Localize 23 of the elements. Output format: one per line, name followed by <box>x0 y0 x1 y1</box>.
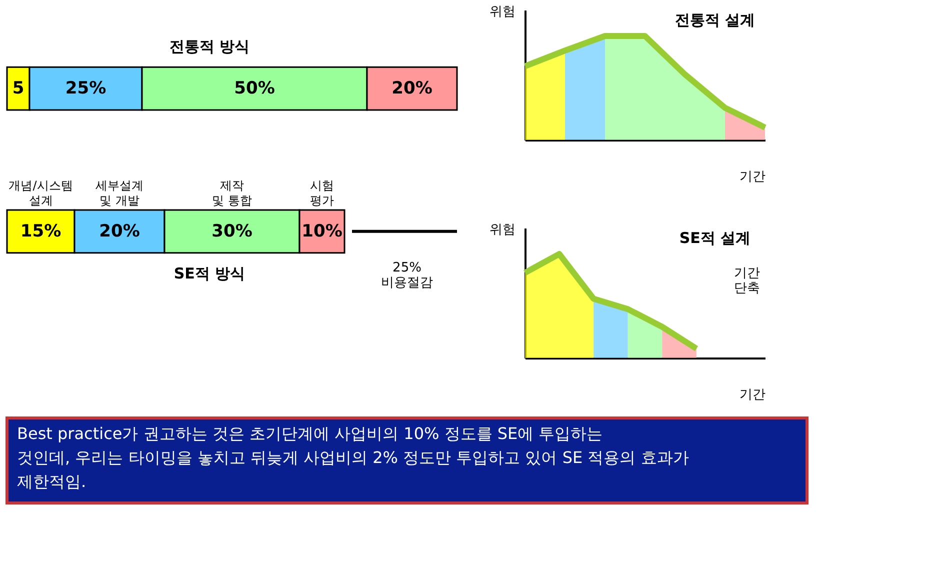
y-tick-label: SE적 방식 <box>174 264 246 282</box>
data-label: 20% <box>392 78 432 99</box>
y-tick-label: 전통적 방식 <box>169 38 250 56</box>
y-axis-title: 위험 <box>490 222 516 238</box>
x-axis-title: 기간 <box>740 388 766 402</box>
text: Best practice가 권고하는 것은 초기단계에 사업비의 10% 정도를 SE에 투입하는 것인데, 우리는 타이밍을 놓치고 뒤늦게 사업비의 2% 정도만 투입하고 있어 SE 적용의 효과가 제한적임. <box>17 424 689 491</box>
data-label: 50% <box>234 78 275 99</box>
series-label: 세부설계 및 개발 <box>96 178 144 208</box>
data-label: 15% <box>20 221 62 242</box>
chart-title: 전통적 설계 <box>674 11 756 29</box>
data-label: 5 <box>12 78 24 99</box>
x-axis-title: 기간 <box>740 170 766 184</box>
chart-title: SE적 설계 <box>679 229 751 247</box>
annotation: 25% 비용절감 <box>381 260 433 290</box>
series-label: 개념/시스템 설계 <box>8 178 73 208</box>
y-axis-title: 위험 <box>490 4 516 20</box>
data-label: 10% <box>302 221 342 242</box>
series-label: 시험 평가 <box>310 178 334 208</box>
annotation: 기간 단축 <box>734 266 760 296</box>
series-label: 제작 및 통합 <box>212 178 252 208</box>
data-label: 25% <box>65 78 106 99</box>
data-label: 30% <box>212 221 252 242</box>
data-label: 20% <box>99 221 140 242</box>
